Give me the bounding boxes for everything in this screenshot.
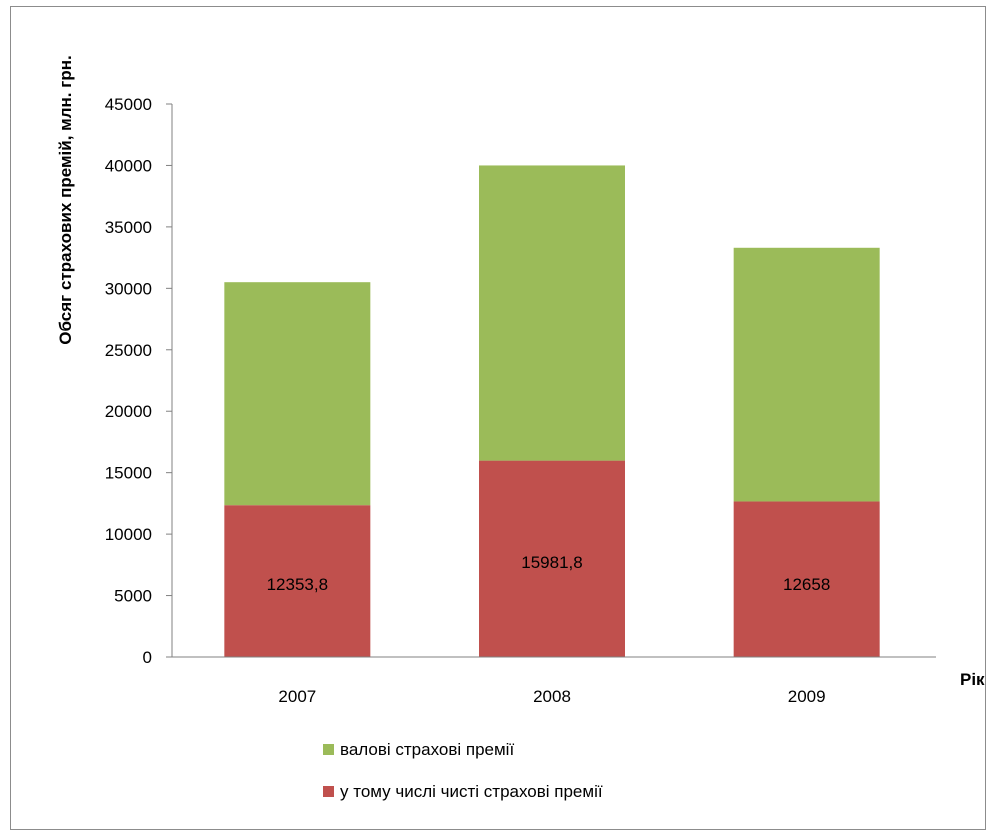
bars-group xyxy=(224,165,880,657)
bar-net-premiums-2008 xyxy=(479,460,625,657)
y-tick-label: 35000 xyxy=(105,218,152,237)
bar-gross-premiums-2007 xyxy=(224,282,371,506)
bar-net-premiums-2007 xyxy=(224,505,371,657)
y-tick-label: 0 xyxy=(143,648,152,667)
legend: валові страхові премії у тому числі чисті… xyxy=(323,740,603,801)
y-tick-label: 5000 xyxy=(114,587,152,606)
y-tick-label: 25000 xyxy=(105,341,152,360)
legend-swatch-net xyxy=(323,786,334,797)
x-tick-label-2007: 2007 xyxy=(278,687,316,706)
axes-group xyxy=(166,103,936,658)
data-label-2008: 15981,8 xyxy=(521,553,582,572)
data-label-2009: 12658 xyxy=(783,575,830,594)
bar-gross-premiums-2009 xyxy=(733,247,880,502)
y-tick-label: 45000 xyxy=(105,95,152,114)
data-label-2007: 12353,8 xyxy=(267,575,328,594)
y-tick-label: 10000 xyxy=(105,525,152,544)
x-axis-title: Рік xyxy=(960,670,985,689)
x-tick-label-2009: 2009 xyxy=(788,687,826,706)
y-tick-label: 30000 xyxy=(105,279,152,298)
legend-swatch-gross xyxy=(323,744,334,755)
y-tick-label: 40000 xyxy=(105,156,152,175)
y-axis-title: Обсяг страхових премій, млн. грн. xyxy=(56,55,75,344)
legend-label-net: у тому числі чисті страхові премії xyxy=(340,782,603,801)
y-tick-label: 15000 xyxy=(105,464,152,483)
labels-group: 12353,8 2007 15981,8 2008 12658 2009 0 5000 1000… xyxy=(56,55,985,706)
x-tick-label-2008: 2008 xyxy=(533,687,571,706)
legend-label-gross: валові страхові премії xyxy=(340,740,514,759)
bar-net-premiums-2009 xyxy=(733,501,880,657)
bar-gross-premiums-2008 xyxy=(479,165,625,461)
y-tick-label: 20000 xyxy=(105,402,152,421)
